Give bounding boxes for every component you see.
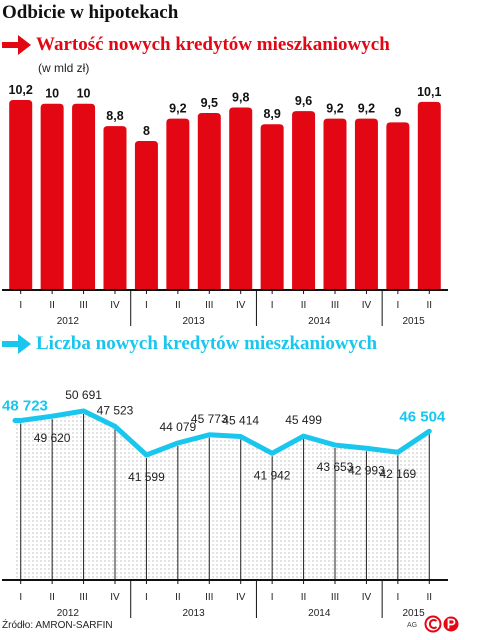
- page-title: Odbicie w hipotekach: [2, 2, 179, 23]
- bar-value-label: 10,1: [417, 85, 441, 99]
- bar-value-label: 8: [143, 124, 150, 138]
- series-line: [12, 408, 432, 458]
- x-tick-label: II: [301, 300, 307, 311]
- x-tick-label: II: [427, 592, 433, 603]
- author-credit: AG: [407, 622, 418, 629]
- x-tick-label: IV: [236, 300, 246, 311]
- year-label: 2015: [402, 316, 425, 327]
- bar: [260, 124, 284, 290]
- x-tick-label: IV: [236, 592, 246, 603]
- red-arrow-icon: [2, 35, 31, 55]
- line-value-label: 41 942: [254, 468, 291, 482]
- bar: [229, 107, 253, 290]
- bar: [103, 126, 127, 290]
- year-label: 2014: [308, 316, 331, 327]
- bar: [40, 103, 64, 290]
- x-tick-label: I: [396, 300, 399, 311]
- bar-value-label: 8,8: [106, 109, 123, 123]
- line-value-label: 45 499: [285, 413, 322, 427]
- bar: [323, 118, 347, 290]
- x-tick-label: I: [19, 592, 22, 603]
- x-tick-label: II: [427, 300, 433, 311]
- line-value-label: 42 169: [380, 467, 417, 481]
- bar-chart-header: Wartość nowych kredytów mieszkaniowych: [2, 34, 390, 56]
- bar-value-label: 9,6: [295, 94, 312, 108]
- source-note: Źródło: AMRON-SARFIN: [2, 620, 113, 631]
- bar: [197, 113, 221, 290]
- line-value-label: 49 620: [34, 431, 71, 445]
- line-value-label: 43 653: [317, 460, 354, 474]
- bar-value-label: 10: [77, 87, 91, 101]
- x-tick-label: II: [175, 592, 181, 603]
- line-value-label: 47 523: [97, 403, 134, 417]
- bar-chart: 10,2 10 108,889,2 9,5 9,88,99,69,2 9,2 910,1I I…: [2, 83, 448, 327]
- bar: [134, 140, 158, 290]
- x-tick-label: III: [205, 300, 213, 311]
- line-value-label: 50 691: [65, 388, 102, 402]
- x-tick-label: I: [271, 300, 274, 311]
- year-label: 2012: [57, 316, 80, 327]
- x-tick-label: III: [331, 300, 339, 311]
- year-label: 2014: [308, 608, 331, 619]
- bar-value-label: 9,2: [326, 102, 343, 116]
- x-tick-label: I: [145, 300, 148, 311]
- x-tick-label: III: [79, 300, 87, 311]
- line-value-label: 42 993: [348, 463, 385, 477]
- bar: [166, 118, 190, 290]
- bar-value-label: 10: [45, 87, 59, 101]
- bar-value-label: 10,2: [9, 83, 33, 97]
- year-label: 2013: [182, 608, 205, 619]
- bar-chart-title: Wartość nowych kredytów mieszkaniowych: [36, 34, 390, 55]
- bar-value-label: 9,2: [358, 102, 375, 116]
- x-tick-label: IV: [110, 300, 120, 311]
- cyan-arrow-icon: [2, 334, 31, 354]
- bar-value-label: 9,5: [201, 96, 218, 110]
- bar: [417, 101, 441, 290]
- copyright-logo-icon: [424, 615, 459, 633]
- area-fill: [15, 411, 430, 580]
- x-tick-label: IV: [110, 592, 120, 603]
- x-tick-label: I: [19, 300, 22, 311]
- line-value-label: 45 773: [191, 412, 228, 426]
- x-tick-label: I: [396, 592, 399, 603]
- year-label: 2015: [402, 608, 425, 619]
- bar-value-label: 9: [394, 105, 401, 119]
- x-tick-label: II: [49, 300, 55, 311]
- line-chart-header: Liczba nowych kredytów mieszkaniowych: [2, 333, 377, 355]
- line-chart-title: Liczba nowych kredytów mieszkaniowych: [36, 333, 378, 354]
- bar: [354, 118, 378, 290]
- x-tick-label: I: [145, 592, 148, 603]
- line-value-label: 41 599: [128, 470, 165, 484]
- bar-value-label: 9,8: [232, 90, 249, 104]
- bar: [292, 111, 316, 290]
- bar-value-label: 9,2: [169, 102, 186, 116]
- x-tick-label: III: [205, 592, 213, 603]
- x-tick-label: I: [271, 592, 274, 603]
- bar-chart-subtitle: (w mld zł): [38, 61, 90, 75]
- line-value-label: 45 414: [222, 414, 259, 428]
- x-tick-label: III: [79, 592, 87, 603]
- x-tick-label: II: [301, 592, 307, 603]
- bar-value-label: 8,9: [263, 107, 280, 121]
- line-value-label: 48 723: [2, 398, 48, 415]
- line-value-label: 44 079: [160, 420, 197, 434]
- bar: [72, 103, 96, 290]
- bar: [386, 122, 410, 290]
- bar: [9, 100, 33, 290]
- year-label: 2012: [57, 608, 80, 619]
- line-value-label: 46 504: [399, 408, 446, 425]
- x-tick-label: IV: [362, 300, 372, 311]
- x-tick-label: II: [175, 300, 181, 311]
- year-label: 2013: [182, 316, 205, 327]
- x-tick-label: IV: [362, 592, 372, 603]
- x-tick-label: III: [331, 592, 339, 603]
- x-tick-label: II: [49, 592, 55, 603]
